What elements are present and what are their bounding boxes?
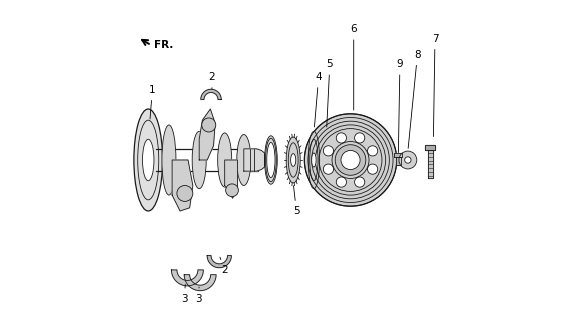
Polygon shape: [201, 89, 221, 100]
Ellipse shape: [162, 125, 176, 195]
Ellipse shape: [291, 154, 296, 166]
Text: 1: 1: [149, 85, 155, 119]
Text: 8: 8: [408, 50, 420, 148]
Circle shape: [399, 151, 417, 169]
Polygon shape: [172, 270, 204, 286]
Text: 6: 6: [350, 24, 357, 110]
Polygon shape: [396, 157, 401, 165]
Ellipse shape: [192, 131, 206, 189]
Text: 7: 7: [432, 34, 438, 137]
Circle shape: [368, 146, 378, 156]
Text: 9: 9: [397, 60, 403, 152]
Text: 2: 2: [220, 257, 228, 275]
Circle shape: [336, 133, 346, 143]
Circle shape: [324, 146, 334, 156]
Ellipse shape: [267, 142, 275, 178]
Polygon shape: [425, 145, 435, 150]
Ellipse shape: [218, 133, 231, 187]
Polygon shape: [172, 160, 193, 211]
Circle shape: [354, 133, 365, 143]
Ellipse shape: [226, 184, 238, 197]
Text: 5: 5: [327, 60, 333, 127]
Polygon shape: [207, 256, 231, 268]
Ellipse shape: [286, 137, 300, 183]
Circle shape: [304, 114, 397, 206]
Ellipse shape: [177, 186, 193, 201]
Circle shape: [324, 164, 334, 174]
Ellipse shape: [308, 131, 320, 189]
Polygon shape: [244, 149, 264, 171]
Circle shape: [368, 164, 378, 174]
Ellipse shape: [264, 136, 277, 184]
Circle shape: [405, 157, 411, 163]
Ellipse shape: [237, 134, 251, 186]
Circle shape: [335, 145, 366, 175]
Circle shape: [341, 150, 360, 170]
Text: FR.: FR.: [154, 40, 173, 50]
Text: 2: 2: [209, 72, 215, 89]
Circle shape: [354, 177, 365, 187]
Ellipse shape: [202, 118, 216, 132]
Text: 3: 3: [181, 284, 187, 304]
Ellipse shape: [134, 109, 162, 211]
Polygon shape: [427, 150, 433, 179]
Text: 5: 5: [293, 186, 300, 216]
Polygon shape: [199, 109, 215, 160]
Polygon shape: [394, 153, 403, 157]
Polygon shape: [184, 275, 216, 291]
Text: 3: 3: [195, 287, 202, 304]
Circle shape: [336, 177, 346, 187]
Polygon shape: [224, 160, 237, 198]
Ellipse shape: [143, 139, 154, 181]
Ellipse shape: [311, 153, 316, 167]
Text: 4: 4: [314, 72, 322, 127]
